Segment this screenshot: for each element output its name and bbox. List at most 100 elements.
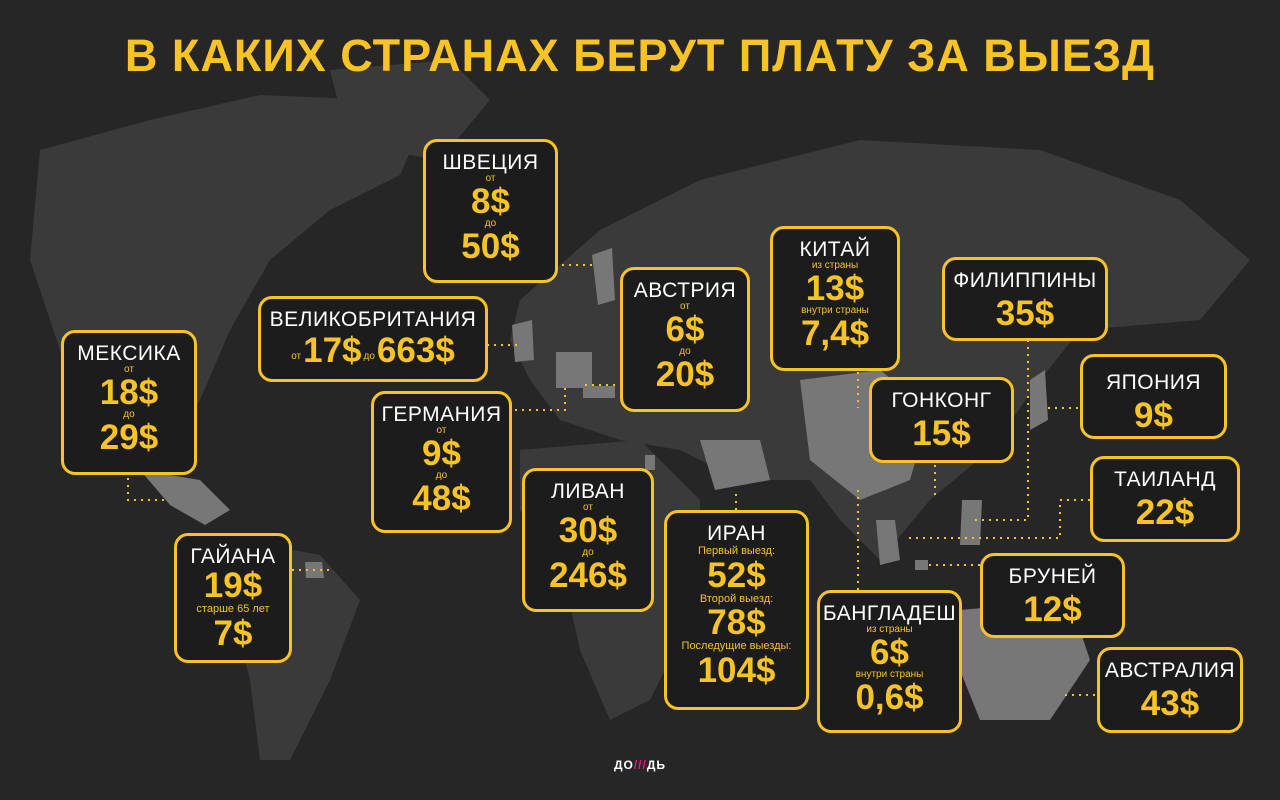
label-to: до <box>123 409 135 421</box>
highlight-austria <box>583 386 615 398</box>
card-china: КИТАЙ из страны 13$ внутри страны 7,4$ <box>770 226 900 371</box>
value-from: 9$ <box>422 434 461 474</box>
country-name: АВСТРАЛИЯ <box>1104 659 1236 682</box>
logo-left: ДО <box>613 758 634 772</box>
value: 35$ <box>995 294 1055 334</box>
value-second-exit: 78$ <box>707 603 766 643</box>
connectors <box>127 264 1095 696</box>
label-senior: старше 65 лет <box>196 603 270 616</box>
label-to: до <box>363 351 375 363</box>
highlight-germany <box>556 352 592 388</box>
label-second-exit: Второй выезд: <box>699 592 774 605</box>
connector-philippines <box>970 340 1029 521</box>
card-lebanon: ЛИВАН от 30$ до 246$ <box>522 468 654 612</box>
country-name: БАНГЛАДЕШ <box>822 602 957 625</box>
value-from: 30$ <box>558 511 618 551</box>
value-to: 20$ <box>655 355 715 395</box>
label-domestic: внутри страны <box>855 669 924 681</box>
card-germany: ГЕРМАНИЯ от 9$ до 48$ <box>371 391 512 533</box>
label-from: от <box>680 301 690 313</box>
land-greenland <box>330 60 490 160</box>
label-from: от <box>436 425 447 437</box>
country-name: ГОНКОНГ <box>891 389 992 412</box>
label-from: от <box>124 364 134 376</box>
country-name: ИРАН <box>707 522 766 545</box>
connector-mexico <box>127 478 165 501</box>
value-first-exit: 52$ <box>707 555 766 595</box>
highlight-japan <box>1030 370 1048 430</box>
card-australia: АВСТРАЛИЯ 43$ <box>1097 647 1243 733</box>
value-from: 17$ <box>303 331 362 371</box>
value-outbound: 6$ <box>870 633 909 673</box>
label-from: от <box>583 502 593 514</box>
country-name: БРУНЕЙ <box>1008 565 1097 588</box>
country-name: МЕКСИКА <box>77 342 181 365</box>
card-thailand: ТАИЛАНД 22$ <box>1090 456 1240 542</box>
card-austria: АВСТРИЯ от 6$ до 20$ <box>620 267 750 412</box>
label-next-exits: Последущие выезды: <box>681 640 792 653</box>
value: 22$ <box>1135 493 1195 533</box>
label-to: до <box>582 547 594 559</box>
country-name: ТАИЛАНД <box>1114 468 1216 491</box>
value-from: 18$ <box>99 373 159 413</box>
country-name: ВЕЛИКОБРИТАНИЯ <box>269 308 477 331</box>
value-to: 50$ <box>461 227 520 267</box>
label-outbound: из страны <box>866 624 913 636</box>
value-from: 6$ <box>665 310 705 350</box>
label-to: до <box>435 470 448 482</box>
card-bangladesh: БАНГЛАДЕШ из страны 6$ внутри страны 0,6… <box>817 590 962 733</box>
card-guyana: ГАЙАНА 19$ старше 65 лет 7$ <box>174 533 292 663</box>
label-outbound: из страны <box>811 260 859 272</box>
value-standard: 19$ <box>203 566 263 606</box>
card-japan: ЯПОНИЯ 9$ <box>1080 354 1227 439</box>
highlight-iran <box>700 440 770 490</box>
card-hongkong: ГОНКОНГ 15$ <box>869 377 1014 463</box>
label-from: от <box>291 351 302 363</box>
value-next-exits: 104$ <box>697 650 776 690</box>
country-name: ГАЙАНА <box>190 545 276 568</box>
country-name: ШВЕЦИЯ <box>442 151 539 174</box>
logo-mark: /// <box>633 758 647 772</box>
value: 9$ <box>1134 396 1173 436</box>
value-senior: 7$ <box>213 613 253 653</box>
country-name: АВСТРИЯ <box>633 279 737 302</box>
highlight-thailand <box>876 520 900 565</box>
value-outbound: 13$ <box>805 269 865 309</box>
country-name: ЯПОНИЯ <box>1105 371 1202 394</box>
value: 12$ <box>1023 590 1082 630</box>
label-to: до <box>484 218 497 230</box>
country-name: ЛИВАН <box>551 480 625 503</box>
value-domestic: 7,4$ <box>800 314 870 354</box>
connector-germany <box>515 385 566 411</box>
card-philippines: ФИЛИППИНЫ 35$ <box>942 257 1108 341</box>
value: 15$ <box>912 414 971 454</box>
card-iran: ИРАН Первый выезд: 52$ Второй выезд: 78$… <box>664 510 809 710</box>
card-uk: ВЕЛИКОБРИТАНИЯ от 17$ до 663$ <box>258 296 488 382</box>
card-sweden: ШВЕЦИЯ от 8$ до 50$ <box>423 139 558 283</box>
logo-right: ДЬ <box>646 758 667 772</box>
value-to: 246$ <box>549 556 627 596</box>
value-to: 663$ <box>376 331 455 371</box>
page-title: В КАКИХ СТРАНАХ БЕРУТ ПЛАТУ ЗА ВЫЕЗД <box>124 30 1156 81</box>
label-from: от <box>485 173 496 185</box>
country-name: ГЕРМАНИЯ <box>381 403 502 426</box>
value-to: 29$ <box>99 418 159 458</box>
country-name: КИТАЙ <box>799 238 871 261</box>
highlight-sweden <box>592 248 615 305</box>
logo: ДО///ДЬ <box>0 758 1280 772</box>
highlight-uk <box>512 320 534 362</box>
card-brunei: БРУНЕЙ 12$ <box>980 553 1125 638</box>
label-to: до <box>679 346 691 358</box>
highlight-mexico <box>140 470 230 525</box>
card-mexico: МЕКСИКА от 18$ до 29$ <box>61 330 197 475</box>
value-domestic: 0,6$ <box>855 678 924 718</box>
label-first-exit: Первый выезд: <box>698 545 775 558</box>
country-name: ФИЛИППИНЫ <box>953 269 1097 292</box>
label-domestic: внутри страны <box>801 305 869 317</box>
highlight-brunei <box>915 560 928 570</box>
highlight-lebanon <box>645 455 655 470</box>
value-to: 48$ <box>412 479 471 519</box>
value-from: 8$ <box>471 182 510 222</box>
highlight-philippines <box>960 500 982 545</box>
value: 43$ <box>1140 684 1200 724</box>
